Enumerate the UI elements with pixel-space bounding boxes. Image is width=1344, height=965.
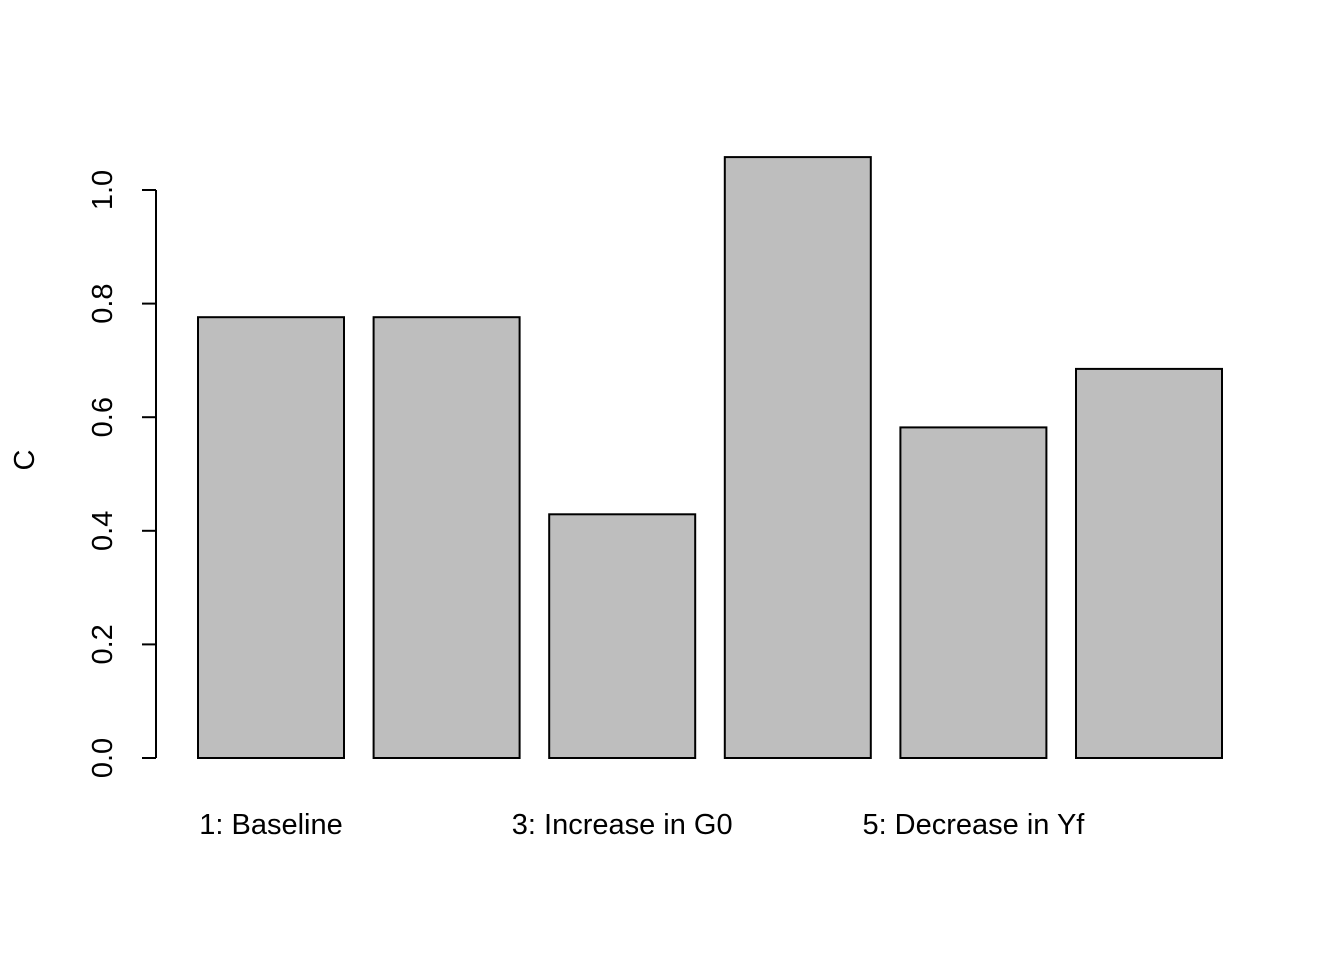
bar-5 xyxy=(899,426,1048,759)
bar-6 xyxy=(1075,367,1223,759)
y-tick-label-1: 0.2 xyxy=(87,624,119,664)
y-tick-label-5: 1.0 xyxy=(87,170,119,210)
y-axis-title: C xyxy=(9,450,41,471)
y-tick-label-0: 0.0 xyxy=(87,738,119,778)
y-axis: 0.0 0.2 0.4 0.6 0.8 1.0 xyxy=(87,170,157,778)
bar-1 xyxy=(197,316,345,759)
bar-4 xyxy=(723,156,872,760)
x-category-label-5: 5: Decrease in Yf xyxy=(862,809,1085,841)
y-tick-label-2: 0.4 xyxy=(87,511,119,551)
y-tick-label-3: 0.6 xyxy=(87,397,119,437)
x-category-label-3: 3: Increase in G0 xyxy=(512,809,733,841)
y-tick-label-4: 0.8 xyxy=(87,283,119,323)
bar-2 xyxy=(372,316,521,759)
x-axis-labels: 1: Baseline 3: Increase in G0 5: Decrease … xyxy=(199,809,1085,841)
bar-3 xyxy=(548,513,697,759)
x-category-label-1: 1: Baseline xyxy=(199,809,343,841)
bars-layer xyxy=(197,156,1223,760)
